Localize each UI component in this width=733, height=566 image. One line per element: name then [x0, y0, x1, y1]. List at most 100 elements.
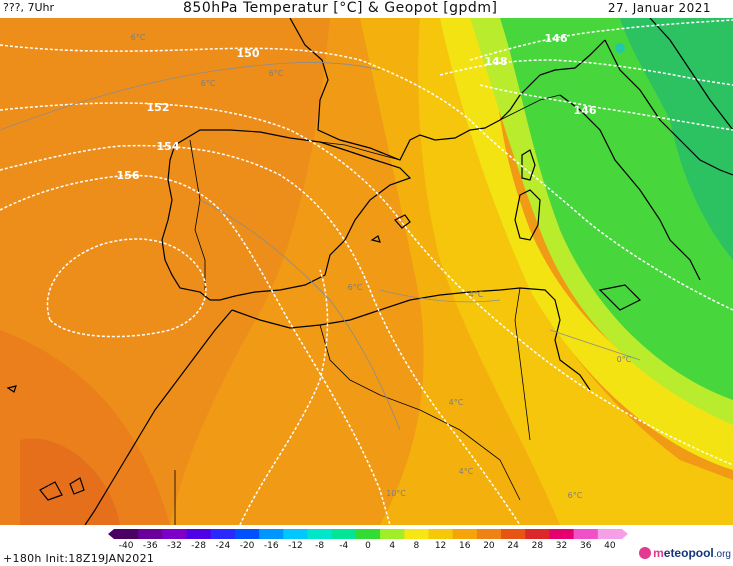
- france-coast: [289, 18, 606, 161]
- isotherm-label: 6°C: [201, 79, 216, 88]
- isohypse-150: [0, 44, 733, 311]
- scale-swatch: [138, 529, 163, 539]
- scale-tick-label: 0: [365, 541, 371, 551]
- isohypse-146-south: [479, 84, 733, 131]
- balearic-mallorca: [394, 214, 411, 229]
- temperature-map[interactable]: 146 148 146 150 152 154 156 6°C 6°C 6°C …: [0, 18, 733, 525]
- field-light-amber: [418, 18, 733, 525]
- corsica: [521, 149, 536, 181]
- scale-swatch: [234, 529, 260, 539]
- scale-swatch: [331, 529, 357, 539]
- isohypses: [0, 19, 733, 525]
- scale-tick-label: 32: [555, 541, 568, 551]
- scale-swatch: [355, 529, 381, 539]
- color-scale-bar: [108, 529, 628, 539]
- scale-swatch: [307, 529, 333, 539]
- scale-tick-label: -20: [239, 541, 255, 551]
- meteopool-logo-icon: [639, 547, 652, 559]
- scale-tick-label: -32: [167, 541, 182, 551]
- scale-arrow-left: [108, 529, 114, 539]
- spain-france-border: [319, 141, 401, 161]
- scale-swatch: [452, 529, 478, 539]
- scale-tick-label: -36: [142, 541, 158, 551]
- africa-coast: [231, 287, 591, 391]
- coastlines: [6, 18, 733, 525]
- isohypse-label: 154: [157, 140, 180, 153]
- scale-swatch: [476, 529, 502, 539]
- meteopool-logo[interactable]: meteopool.org: [639, 544, 731, 562]
- scale-tick-label: 36: [579, 541, 592, 551]
- isotherms: [0, 62, 641, 431]
- scale-tick-label: 24: [507, 541, 519, 551]
- scale-swatch: [573, 529, 599, 539]
- adriatic-east: [649, 18, 733, 131]
- brand-name: meteopool.org: [653, 546, 731, 560]
- scale-swatch: [283, 529, 309, 539]
- isotherm-label: 6°C: [348, 283, 363, 292]
- isohypse-label: 148: [485, 55, 508, 68]
- scale-tick-label: 4: [389, 541, 396, 551]
- isohypse-label: 146: [545, 32, 568, 45]
- scale-tick-label: -8: [315, 541, 325, 551]
- scale-swatch: [380, 529, 405, 539]
- scale-tick-label: -28: [191, 541, 207, 551]
- morocco-coast: [84, 309, 233, 525]
- isohypse-label: 152: [147, 101, 170, 114]
- canary-1: [39, 481, 63, 501]
- isotherm-label: 6°C: [131, 33, 146, 42]
- isotherm-label: 4°C: [459, 467, 474, 476]
- temperature-fields: [0, 18, 733, 525]
- isotherm-label: 10°C: [386, 489, 406, 498]
- map-footer: -40 -36 -32 -28 -24 -20 -16 -12 -8 -4 0 4 8 12 16 20 24 2…: [0, 525, 733, 566]
- forecast-date: 27. Januar 2021: [607, 1, 711, 15]
- scale-tick-label: 40: [604, 541, 616, 551]
- isohypse-label: 146: [574, 104, 597, 117]
- scale-swatch: [428, 529, 454, 539]
- portugal-border: [189, 139, 206, 290]
- isotherm-label: 4°C: [469, 290, 484, 299]
- isotherm-label: 0°C: [617, 355, 632, 364]
- isotherm-label: 4°C: [449, 398, 464, 407]
- isotherm-label: 6°C: [568, 491, 583, 500]
- scale-swatch: [525, 529, 550, 539]
- scale-swatch: [501, 529, 526, 539]
- field-yellow: [440, 18, 733, 470]
- algeria-morocco-border: [319, 324, 521, 501]
- isohypse-146-north: [469, 19, 733, 61]
- algeria-tunisia-border: [514, 287, 531, 441]
- scale-tick-label: -16: [263, 541, 279, 551]
- sicily: [598, 284, 642, 311]
- isohypse-158-loop: [46, 238, 207, 338]
- isohypse-labels: 146 148 146 150 152 154 156: [117, 32, 597, 182]
- italy-west: [559, 94, 701, 281]
- run-label: ???, 7Uhr: [3, 1, 55, 14]
- scale-tick-label: 28: [531, 541, 544, 551]
- scale-swatch: [162, 529, 188, 539]
- scale-swatch: [549, 529, 575, 539]
- isotherm-6-west: [0, 62, 381, 131]
- isohypse-extra: [239, 269, 329, 525]
- isohypse-label: 150: [237, 47, 260, 60]
- scale-tick-label: 16: [459, 541, 471, 551]
- portugal-coast: [161, 144, 211, 301]
- isotherm-4: [379, 289, 501, 303]
- scale-tick-label: 20: [483, 541, 495, 551]
- isotherm-6-central: [199, 199, 401, 431]
- isotherm-0: [549, 329, 641, 361]
- isohypse-label: 156: [117, 169, 140, 182]
- isohypse-148: [439, 59, 733, 86]
- cold-spot: [615, 43, 625, 53]
- scale-tick-label: -4: [339, 541, 349, 551]
- color-scale-labels: -40 -36 -32 -28 -24 -20 -16 -12 -8 -4 0 4 8 12 16 20 24 2…: [108, 541, 628, 553]
- madeira: [6, 385, 17, 393]
- field-orange-deep: [20, 438, 120, 525]
- balearic-ibiza: [370, 235, 381, 243]
- scale-swatch: [404, 529, 429, 539]
- run-info: +180h Init:18Z19JAN2021: [3, 552, 155, 565]
- scale-tick-label: 8: [413, 541, 420, 551]
- map-title: 850hPa Temperatur [°C] & Geopot [gpdm]: [183, 0, 498, 16]
- borders: [174, 94, 561, 525]
- canary-2: [69, 477, 85, 495]
- spain-coast: [174, 129, 412, 301]
